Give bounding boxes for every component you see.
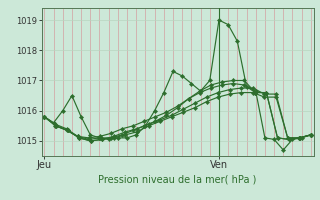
X-axis label: Pression niveau de la mer( hPa ): Pression niveau de la mer( hPa ): [99, 174, 257, 184]
